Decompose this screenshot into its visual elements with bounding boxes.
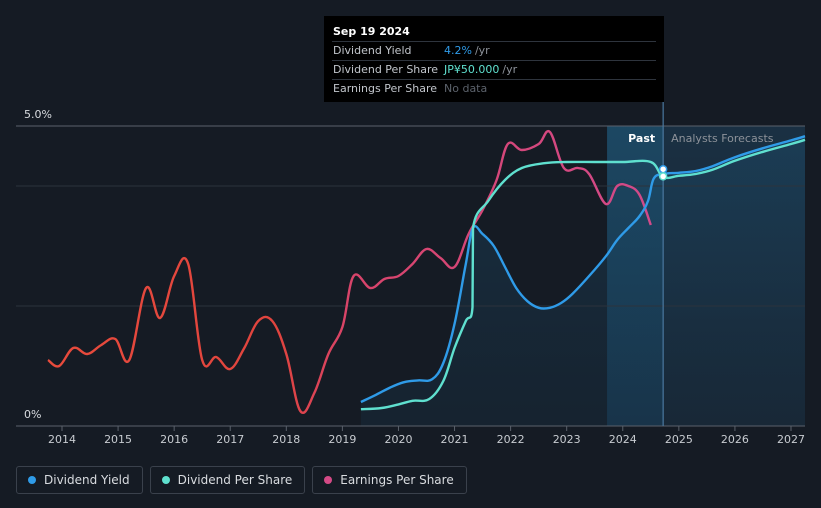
x-tick-label: 2025 (665, 433, 693, 446)
dividend-yield-marker (658, 164, 668, 174)
x-tick-label: 2018 (272, 433, 300, 446)
x-tick-label: 2014 (48, 433, 76, 446)
y-tick-label: 5.0% (24, 108, 52, 121)
tooltip-value: JP¥50.000 (444, 63, 500, 76)
legend-item-earnings-per-share[interactable]: Earnings Per Share (312, 466, 467, 494)
x-tick-label: 2023 (553, 433, 581, 446)
dividend-per-share-marker (658, 172, 668, 181)
tooltip-value: No data (444, 82, 488, 95)
x-tick-label: 2021 (441, 433, 469, 446)
past-label: Past (628, 132, 655, 145)
legend-dot-icon (324, 476, 333, 484)
x-tick-label: 2027 (777, 433, 805, 446)
x-tick-label: 2019 (328, 433, 356, 446)
x-tick-label: 2017 (216, 433, 244, 446)
legend: Dividend Yield Dividend Per Share Earnin… (16, 466, 474, 494)
forecast-label: Analysts Forecasts (671, 132, 774, 145)
tooltip-label: Earnings Per Share (333, 82, 438, 95)
x-tick-label: 2015 (104, 433, 132, 446)
tooltip-row-dividend-per-share: Dividend Per Share JP¥50.000 /yr (332, 60, 656, 79)
series-dividend-per-share (360, 138, 806, 411)
tooltip-unit: /yr (502, 63, 518, 76)
series-earnings-per-share (47, 129, 652, 414)
series-dividend-yield (360, 135, 806, 404)
tooltip-row-dividend-yield: Dividend Yield 4.2% /yr (332, 41, 656, 60)
legend-item-dividend-yield[interactable]: Dividend Yield (16, 466, 143, 494)
legend-label: Earnings Per Share (340, 473, 454, 487)
x-tick-label: 2022 (497, 433, 525, 446)
x-tick-label: 2016 (160, 433, 188, 446)
x-tick-label: 2024 (609, 433, 637, 446)
tooltip-row-earnings-per-share: Earnings Per Share No data (332, 79, 656, 98)
legend-dot-icon (28, 476, 36, 484)
legend-item-dividend-per-share[interactable]: Dividend Per Share (149, 466, 306, 494)
legend-label: Dividend Per Share (177, 473, 293, 487)
tooltip-label: Dividend Per Share (333, 63, 439, 76)
tooltip-label: Dividend Yield (333, 44, 412, 57)
x-tick-label: 2020 (384, 433, 412, 446)
x-tick-label: 2026 (721, 433, 749, 446)
legend-dot-icon (161, 476, 170, 484)
tooltip-unit: /yr (474, 44, 490, 57)
legend-label: Dividend Yield (44, 473, 130, 487)
tooltip-value: 4.2% (444, 44, 472, 57)
tooltip-date: Sep 19 2024 (333, 25, 410, 38)
y-tick-label: 0% (24, 408, 41, 421)
dividend-yield-area (360, 136, 805, 426)
tooltip: Sep 19 2024 Dividend Yield 4.2% /yr Divi… (324, 16, 664, 102)
